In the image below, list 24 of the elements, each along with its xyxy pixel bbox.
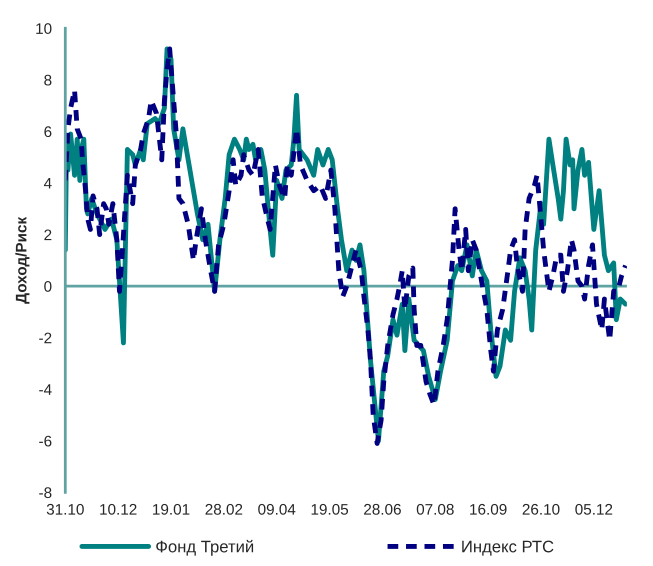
y-tick-label: 6	[44, 126, 52, 138]
x-tick-label: 19.01	[153, 504, 190, 515]
legend-label: Фонд Третий	[156, 540, 254, 556]
x-tick-label: 28.02	[206, 504, 242, 515]
x-tick-label: 16.09	[470, 504, 507, 515]
x-tick-label: 19.05	[312, 504, 348, 515]
y-tick-label: 4	[44, 178, 52, 189]
x-tick-label: 28.06	[364, 504, 401, 515]
y-tick-label: -6	[39, 436, 52, 447]
y-tick-label: 8	[44, 74, 52, 86]
x-tick-label: 10.12	[100, 504, 137, 515]
y-tick-label: -8	[39, 487, 52, 498]
x-tick-label: 05.12	[575, 504, 612, 515]
y-tick-label: 0	[44, 281, 52, 292]
x-tick-label: 09.04	[258, 504, 296, 515]
y-axis-title: Доход/Риск	[15, 216, 30, 304]
legend-label: Индекс РТС	[462, 540, 554, 556]
x-tick-label: 26.10	[522, 504, 560, 515]
y-tick-label: 2	[44, 229, 52, 240]
y-tick-label: -4	[39, 384, 52, 395]
y-tick-label: -2	[39, 332, 52, 344]
x-tick-label: 31.10	[46, 504, 84, 515]
y-tick-label: 10	[36, 23, 52, 34]
x-tick-label: 07.08	[416, 504, 454, 515]
